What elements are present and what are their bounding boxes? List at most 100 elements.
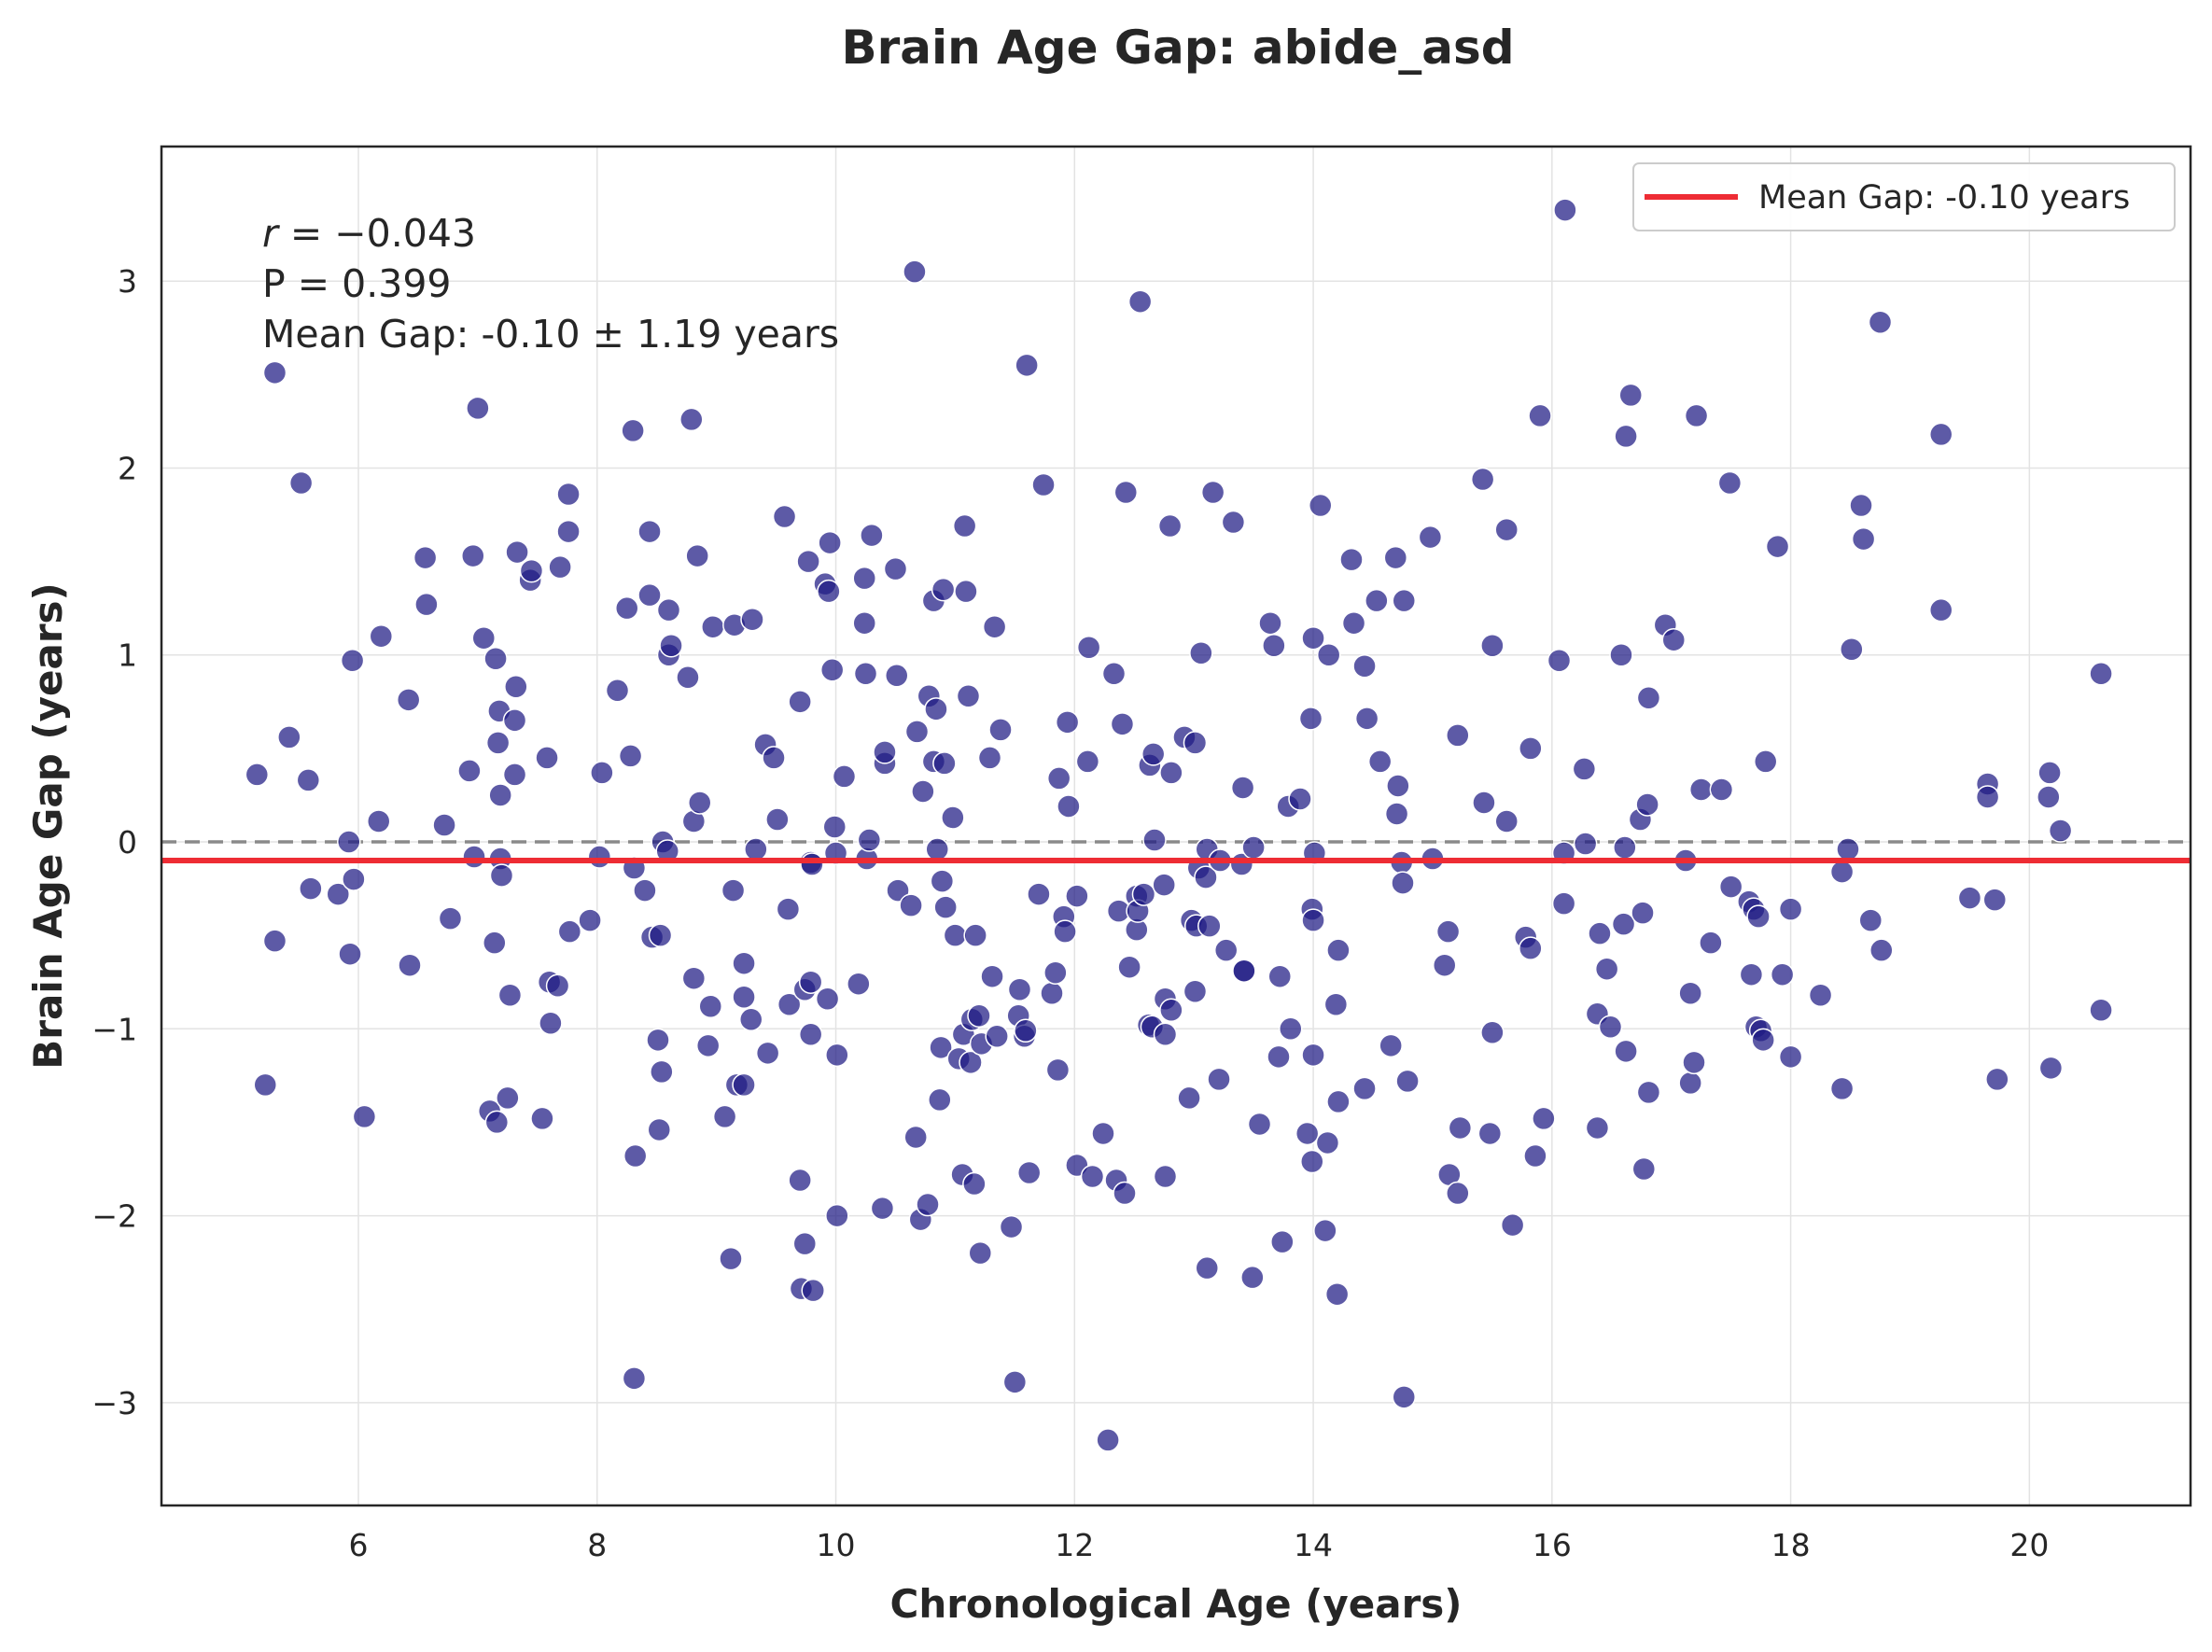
data-point xyxy=(1386,774,1410,798)
data-point xyxy=(623,1143,648,1169)
data-point xyxy=(1295,1121,1320,1146)
y-tick-label: −2 xyxy=(91,1198,137,1235)
data-point xyxy=(916,1192,940,1217)
data-point xyxy=(847,972,871,996)
data-point xyxy=(687,791,712,815)
data-point xyxy=(1016,1160,1042,1185)
data-point xyxy=(656,597,681,623)
data-point xyxy=(1982,888,2008,912)
data-point xyxy=(1352,1076,1377,1101)
data-point xyxy=(1746,904,1771,929)
data-point xyxy=(1027,882,1051,906)
data-point xyxy=(701,614,725,639)
data-point xyxy=(1594,957,1619,981)
data-point xyxy=(556,482,581,507)
data-point xyxy=(1553,198,1577,222)
data-point xyxy=(288,470,314,496)
data-point xyxy=(1739,962,1764,987)
data-point xyxy=(852,610,876,636)
data-point xyxy=(931,577,956,602)
data-point xyxy=(497,983,523,1007)
data-point xyxy=(772,504,797,529)
data-point xyxy=(396,688,421,712)
data-point xyxy=(557,919,582,944)
data-point xyxy=(883,556,908,581)
data-point xyxy=(519,558,544,583)
data-point xyxy=(1829,860,1855,884)
x-tick-label: 20 xyxy=(2009,1527,2049,1563)
data-point xyxy=(860,523,884,548)
data-point xyxy=(1928,597,1953,623)
data-point xyxy=(502,708,527,733)
data-point xyxy=(1432,953,1457,977)
y-axis-ticks: 3 2 1 0 −1 −2 −3 xyxy=(91,263,137,1421)
data-point xyxy=(1142,828,1167,852)
data-point xyxy=(590,761,614,785)
data-point xyxy=(1300,1149,1324,1174)
data-point xyxy=(253,1072,278,1098)
data-point xyxy=(1851,526,1876,552)
x-tick-label: 10 xyxy=(817,1527,856,1563)
data-point xyxy=(798,970,823,994)
data-point xyxy=(1096,1428,1120,1452)
data-point xyxy=(1046,766,1071,791)
data-point xyxy=(873,740,897,764)
data-point xyxy=(1928,422,1953,447)
data-point xyxy=(1207,1067,1231,1092)
data-point xyxy=(1808,983,1833,1007)
data-point xyxy=(798,1022,823,1047)
data-point xyxy=(738,1007,763,1032)
data-point xyxy=(1532,1106,1556,1131)
data-point xyxy=(1717,470,1743,496)
data-point xyxy=(800,852,824,876)
data-point xyxy=(1241,835,1266,860)
data-point xyxy=(1301,1043,1325,1068)
x-axis-label: Chronological Age (years) xyxy=(890,1581,1463,1627)
data-point xyxy=(1177,1085,1201,1111)
data-point xyxy=(485,731,511,755)
x-tick-label: 8 xyxy=(587,1527,607,1563)
data-point xyxy=(1435,919,1461,944)
data-point xyxy=(637,582,662,608)
data-point xyxy=(959,1050,983,1075)
data-point xyxy=(924,697,948,721)
data-point xyxy=(1194,865,1218,889)
data-point xyxy=(1326,938,1351,962)
data-point xyxy=(1709,777,1734,802)
data-point xyxy=(740,607,764,632)
data-point xyxy=(1267,1044,1291,1070)
plot-frame xyxy=(160,145,2192,1507)
data-point xyxy=(556,519,581,544)
data-point xyxy=(504,675,528,699)
data-point xyxy=(1631,1156,1657,1182)
data-point xyxy=(792,1231,818,1256)
data-point xyxy=(801,1278,825,1303)
data-point xyxy=(1448,1115,1473,1141)
data-point xyxy=(929,1035,953,1060)
data-point xyxy=(999,1214,1024,1239)
data-points xyxy=(245,198,2113,1452)
data-point xyxy=(1326,1089,1351,1114)
data-point xyxy=(825,1043,849,1068)
data-point xyxy=(1519,736,1543,761)
data-point xyxy=(1159,998,1183,1023)
data-point xyxy=(977,746,1002,770)
data-point xyxy=(432,813,456,837)
data-point xyxy=(963,923,987,947)
data-point xyxy=(818,530,842,555)
data-point xyxy=(925,837,949,861)
data-point xyxy=(1080,1164,1105,1189)
data-point xyxy=(886,878,910,903)
r-equals: = − xyxy=(278,211,367,256)
data-point xyxy=(461,543,485,568)
data-point xyxy=(1159,761,1183,785)
data-point xyxy=(633,878,657,903)
data-point xyxy=(903,259,927,284)
data-point xyxy=(605,679,630,703)
data-point xyxy=(545,973,570,998)
data-point xyxy=(1446,723,1470,748)
data-point xyxy=(530,1106,554,1131)
data-point xyxy=(985,1024,1009,1049)
data-point xyxy=(1551,891,1576,916)
data-point xyxy=(1015,353,1039,378)
